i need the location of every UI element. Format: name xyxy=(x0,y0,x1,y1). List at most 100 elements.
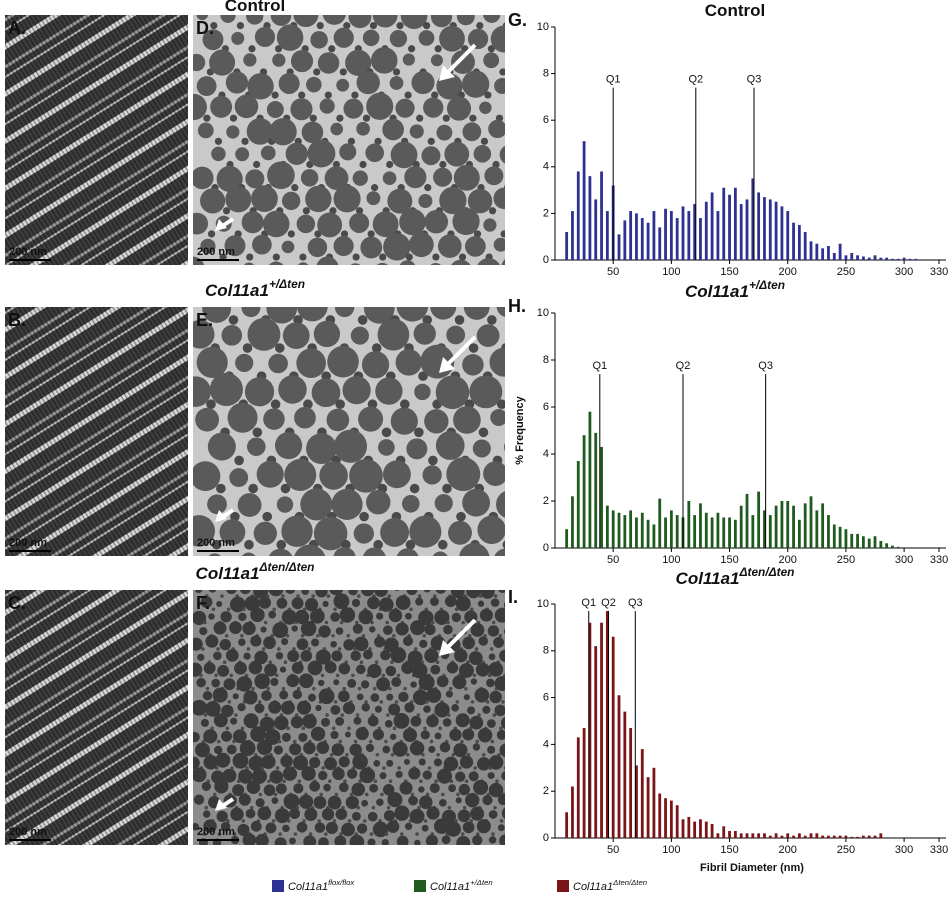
fibril xyxy=(510,779,514,783)
fibril xyxy=(352,753,368,770)
micrograph xyxy=(193,307,525,556)
fibril xyxy=(372,15,398,28)
micrograph-row-title-sup: Δten/Δten xyxy=(259,560,315,574)
fibril xyxy=(439,799,447,807)
fibril xyxy=(359,767,376,784)
fibril xyxy=(446,457,481,492)
fibril xyxy=(286,674,300,688)
fibril xyxy=(325,821,338,835)
fibril xyxy=(349,792,354,797)
fibril xyxy=(282,824,290,833)
fibril xyxy=(497,794,505,806)
bar xyxy=(832,835,836,838)
fibril xyxy=(221,730,232,742)
fibril xyxy=(331,846,335,850)
fibril xyxy=(337,647,342,651)
fibril xyxy=(217,832,222,836)
fibril xyxy=(515,371,525,381)
fibril xyxy=(254,673,270,690)
fibril xyxy=(200,596,213,608)
fibril xyxy=(278,375,307,404)
fibril xyxy=(361,351,390,379)
fibril xyxy=(488,661,504,677)
fibril xyxy=(415,597,424,606)
quartile-label: Q3 xyxy=(747,73,762,85)
fibril xyxy=(220,821,231,832)
fibril xyxy=(439,160,447,169)
fibril xyxy=(260,626,267,633)
chart-title-sup: Δten/Δten xyxy=(739,565,795,579)
fibril xyxy=(204,805,208,810)
fibril xyxy=(374,636,386,648)
fibril xyxy=(195,742,210,758)
fibril xyxy=(514,727,518,731)
fibril xyxy=(422,846,426,850)
fibril xyxy=(340,230,349,238)
arrow xyxy=(443,43,477,77)
fibril xyxy=(268,700,282,714)
fibril xyxy=(280,754,293,768)
fibril xyxy=(272,253,280,261)
fibril xyxy=(250,820,262,832)
fibril xyxy=(394,590,400,592)
fibril xyxy=(487,673,492,678)
fibril xyxy=(364,277,371,284)
fibril xyxy=(494,607,505,623)
fibril xyxy=(208,590,217,593)
fibril xyxy=(416,114,424,122)
fibril xyxy=(246,859,250,863)
fibril xyxy=(335,399,346,410)
bar xyxy=(797,833,801,838)
fibril xyxy=(281,638,289,646)
fibril xyxy=(454,648,468,663)
fibril xyxy=(317,819,322,823)
fibril xyxy=(495,779,499,784)
fibril xyxy=(452,846,456,850)
bar xyxy=(594,199,598,260)
fibril xyxy=(345,752,349,757)
fibril xyxy=(331,650,343,662)
fibril xyxy=(281,515,313,547)
fibril xyxy=(490,409,505,426)
fibril xyxy=(331,743,345,756)
fibril xyxy=(215,752,231,768)
fibril xyxy=(362,114,371,122)
fibril xyxy=(195,407,219,432)
fibril xyxy=(279,690,289,700)
fibril xyxy=(462,488,491,517)
fibril xyxy=(205,634,219,648)
fibril xyxy=(484,91,492,99)
fibril xyxy=(498,633,503,638)
x-tick-label: 330 xyxy=(930,266,948,278)
fibril xyxy=(488,810,498,819)
bar xyxy=(891,258,894,260)
fibril xyxy=(507,484,517,494)
fibril xyxy=(289,808,301,819)
fibril xyxy=(409,124,424,139)
fibril xyxy=(276,539,287,550)
fibril xyxy=(299,253,307,261)
fibril xyxy=(524,806,528,810)
fibril xyxy=(343,639,355,651)
bar xyxy=(617,512,621,548)
fibril xyxy=(520,236,538,254)
fibril xyxy=(390,660,394,664)
fibril xyxy=(235,353,254,373)
bar xyxy=(669,510,673,548)
fibril xyxy=(333,593,350,610)
fibril xyxy=(350,263,361,265)
bar xyxy=(856,533,859,548)
bar xyxy=(571,211,574,260)
fibril xyxy=(275,673,279,678)
fibril xyxy=(422,465,442,485)
fibril xyxy=(349,834,365,845)
fibril xyxy=(352,859,356,863)
bar xyxy=(728,830,731,838)
fibril xyxy=(462,636,475,650)
fibril xyxy=(355,620,359,625)
fibril xyxy=(418,193,433,209)
bar xyxy=(768,835,772,838)
fibril xyxy=(394,805,410,821)
fibril xyxy=(241,137,249,145)
fibril xyxy=(446,96,472,121)
